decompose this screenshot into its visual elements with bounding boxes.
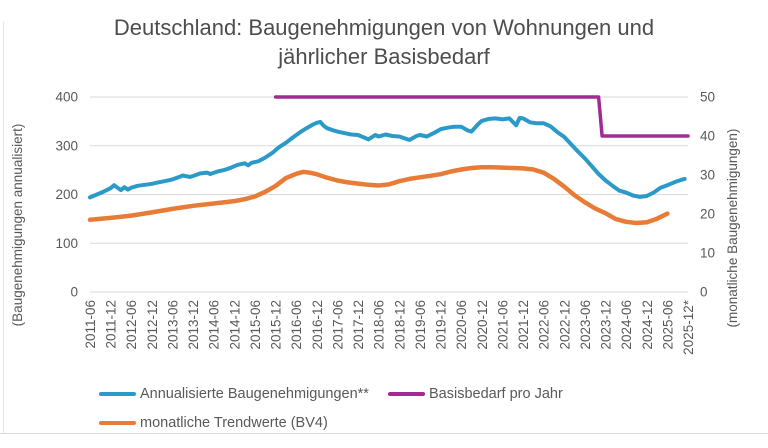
x-axis-tick-label: 2025-06	[660, 300, 675, 350]
x-axis-tick-label: 2019-06	[413, 300, 428, 350]
legend-label-annualized-permits: Annualisierte Baugenehmigungen**	[140, 386, 369, 402]
x-axis-tick-label: 2021-12	[516, 300, 531, 350]
x-axis-tick-label: 2025-12*	[681, 299, 696, 355]
x-axis-tick-label: 2020-06	[454, 300, 469, 350]
legend-item-monthly-trend: monatliche Trendwerte (BV4)	[99, 415, 328, 431]
right-axis-tick-label: 20	[700, 207, 715, 222]
chart-title-line2: jährlicher Basisbedarf	[278, 44, 490, 69]
left-axis-tick-label: 300	[55, 138, 78, 153]
x-axis-tick-label: 2023-12	[599, 300, 614, 350]
x-axis-tick-label: 2020-12	[475, 300, 490, 350]
x-axis-tick-label: 2014-12	[227, 300, 242, 350]
left-axis-title: (Baugenehmigungen annualisiert)	[10, 124, 25, 327]
x-axis-tick-label: 2016-12	[310, 300, 325, 350]
x-axis-tick-label: 2022-06	[537, 300, 552, 350]
x-axis-tick-label: 2011-12	[104, 300, 119, 349]
x-axis-tick-label: 2015-06	[248, 300, 263, 350]
x-axis-tick-label: 2014-06	[207, 300, 222, 350]
legend-item-annualized-permits: Annualisierte Baugenehmigungen**	[99, 386, 369, 402]
legend-label-monthly-trend: monatliche Trendwerte (BV4)	[140, 415, 328, 431]
series-line-base-demand	[273, 95, 690, 138]
legend-swatch-annualized-permits	[99, 391, 136, 397]
chart-title-line1: Deutschland: Baugenehmigungen von Wohnun…	[113, 15, 655, 40]
x-axis-tick-label: 2018-12	[392, 300, 407, 350]
left-axis-tick-label: 400	[55, 90, 78, 105]
right-axis-tick-label: 10	[700, 246, 715, 261]
pane-edge-left	[3, 22, 4, 433]
x-axis-tick-label: 2019-12	[434, 300, 449, 350]
left-axis-tick-label: 200	[55, 187, 78, 202]
series-line-monthly-trend	[87, 164, 670, 226]
x-axis-tick-label: 2016-06	[289, 300, 304, 350]
x-axis-tick-label: 2017-06	[330, 300, 345, 350]
legend-item-base-demand: Basisbedarf pro Jahr	[388, 386, 563, 402]
right-axis-tick-label: 30	[700, 168, 715, 183]
left-axis-tick-label: 0	[70, 285, 78, 300]
x-axis-tick-label: 2015-12	[269, 300, 284, 350]
x-axis-tick-label: 2012-12	[145, 300, 160, 350]
chart-title: Deutschland: Baugenehmigungen von Wohnun…	[0, 13, 768, 71]
legend-label-base-demand: Basisbedarf pro Jahr	[429, 386, 563, 402]
x-axis-tick-label: 2023-06	[578, 300, 593, 350]
x-axis-tick-label: 2017-12	[351, 300, 366, 350]
right-axis-tick-label: 50	[700, 90, 715, 105]
right-axis-tick-label: 40	[700, 129, 715, 144]
right-axis-title: (monatliche Baugenehmigungen)	[725, 129, 740, 328]
left-axis-tick-label: 100	[55, 236, 78, 251]
series-line-annualized-permits	[88, 116, 687, 200]
x-axis-tick-label: 2012-06	[124, 300, 139, 350]
x-axis-tick-label: 2024-12	[640, 300, 655, 350]
legend-swatch-monthly-trend	[99, 420, 136, 426]
right-axis-tick-label: 0	[700, 285, 708, 300]
x-axis-tick-label: 2018-06	[372, 300, 387, 350]
x-axis-tick-label: 2013-06	[166, 300, 181, 350]
x-axis-tick-label: 2011-06	[83, 300, 98, 349]
pane-edge-bottom	[0, 433, 768, 434]
x-axis-tick-label: 2024-06	[619, 300, 634, 350]
x-axis-tick-label: 2022-12	[557, 300, 572, 350]
legend-swatch-base-demand	[388, 391, 425, 397]
x-axis-tick-label: 2013-12	[186, 300, 201, 350]
x-axis-tick-label: 2021-06	[495, 300, 510, 350]
